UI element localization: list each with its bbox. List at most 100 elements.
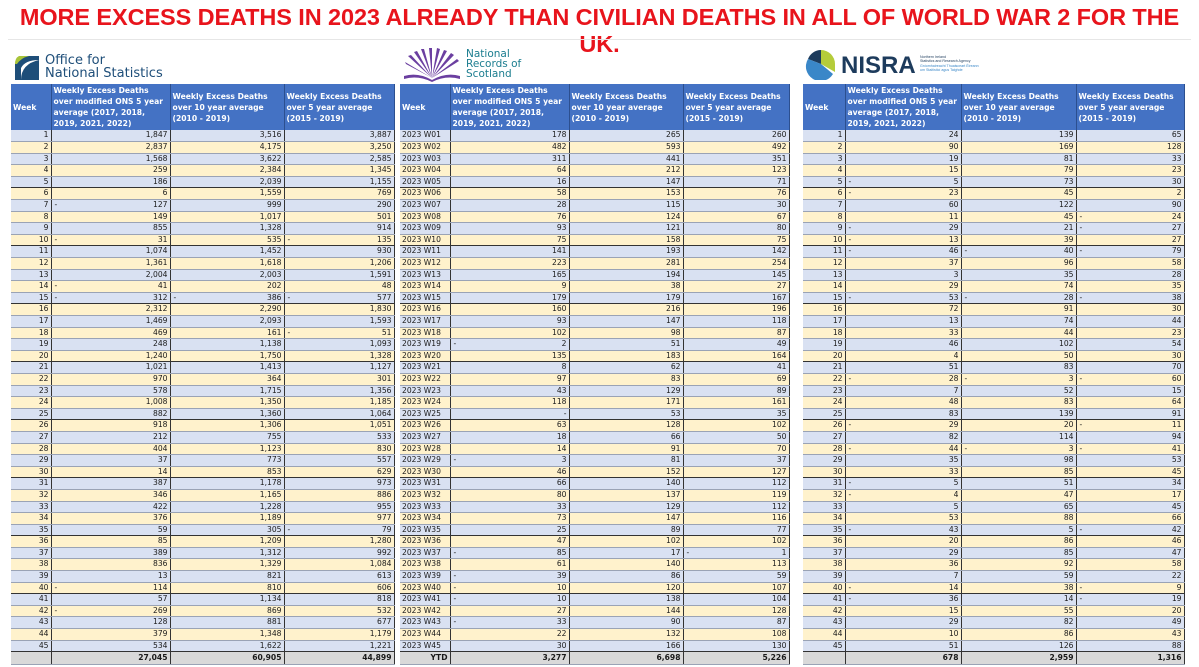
cell-modified-ons: 15: [845, 164, 962, 177]
cell-5yr: 64: [1076, 396, 1185, 409]
cell-modified-ons: 149: [51, 211, 171, 224]
cell-5yr: 886: [284, 489, 395, 502]
cell-5yr: 577: [284, 292, 395, 305]
cell-week: 39: [11, 570, 52, 583]
cell-modified-ons: 970: [51, 373, 171, 386]
table-row: 29 37 773 557: [11, 454, 395, 467]
cell-10yr: 147: [569, 176, 684, 189]
cell-week: 2023 W40: [400, 582, 451, 595]
cell-week: 2023 W27: [400, 431, 451, 444]
cell-modified-ons: 29: [845, 222, 962, 235]
table-row: 2023 W34 73 147 116: [400, 512, 790, 525]
cell-10yr: 88: [961, 512, 1077, 525]
table-row: 2023 W43339087: [400, 616, 790, 630]
cell-modified-ons: 60: [845, 199, 962, 212]
cell-10yr: 3: [961, 373, 1077, 386]
cell-modified-ons: 14: [845, 582, 962, 595]
cell-5yr: 45: [1076, 466, 1185, 479]
cell-5yr: 1,221: [284, 640, 395, 653]
cell-5yr: 533: [284, 431, 395, 444]
nrs-logo-line1: National: [466, 48, 510, 60]
cell-modified-ons: 248: [51, 338, 171, 351]
cell-5yr: 102: [683, 535, 790, 548]
cell-week: 2023 W02: [400, 141, 451, 154]
cell-week: 2023 W05: [400, 176, 451, 189]
cell-5yr: 164: [683, 350, 790, 363]
cell-10yr: 74: [961, 280, 1077, 293]
cell-week: 2023 W45: [400, 640, 451, 653]
cell-week: 2023 W13: [400, 269, 451, 282]
cell-week: 2023 W39: [400, 570, 451, 583]
cell-modified-ons: 160: [450, 303, 570, 316]
cell-week: 42: [11, 605, 52, 618]
table-row: 2023 W04 64 212 123: [400, 164, 790, 177]
col-header-10yr: Weekly Excess Deaths over 10 year averag…: [170, 84, 285, 130]
table-row: 2023 W35 25 89 77: [400, 524, 790, 537]
table-row: 2023 W25-53 35: [400, 408, 790, 421]
cell-5yr: 492: [683, 141, 790, 154]
cell-5yr: 930: [284, 245, 395, 259]
cell-10yr: 79: [961, 164, 1077, 177]
table-row: 41 57 1,134 818: [11, 593, 395, 606]
cell-modified-ons: 2,837: [51, 141, 171, 154]
table-row: 20 4 50 30: [803, 350, 1185, 363]
cell-5yr: 1,185: [284, 396, 395, 409]
cell-5yr: 76: [683, 187, 790, 201]
cell-week: 26: [11, 419, 52, 432]
cell-modified-ons: 311: [450, 153, 570, 166]
table-row: 557330: [803, 176, 1185, 189]
cell-5yr: 67: [683, 211, 790, 224]
cell-modified-ons: 19: [845, 153, 962, 166]
cell-week: 16: [803, 303, 846, 316]
table-row: 19 46 102 54: [803, 338, 1185, 351]
cell-modified-ons: 5: [845, 477, 962, 490]
cell-week: 15: [803, 292, 846, 305]
cell-10yr: 2,290: [170, 303, 285, 316]
cell-10yr: 1,178: [170, 477, 285, 490]
table-row: 2023 W15 179 179 167: [400, 292, 790, 305]
cell-10yr: 96: [961, 257, 1077, 270]
cell-5yr: 51: [284, 327, 395, 340]
table-row: 37 29 85 47: [803, 547, 1185, 560]
table-row: 6 6 1,559 769: [11, 187, 395, 201]
cell-modified-ons: 114: [51, 582, 171, 595]
cell-5yr: 128: [1076, 141, 1185, 154]
cell-modified-ons: 93: [450, 222, 570, 235]
col-header-5yr: Weekly Excess Deaths over 5 year average…: [284, 84, 395, 130]
table-row: 24 48 83 64: [803, 396, 1185, 409]
cell-10yr: 2,384: [170, 164, 285, 177]
cell-10yr: 51: [569, 338, 684, 351]
cell-modified-ons: 128: [51, 616, 171, 630]
table-row: 18 33 44 23: [803, 327, 1185, 340]
cell-5yr: 66: [1076, 512, 1185, 525]
cell-modified-ons: 16: [450, 176, 570, 189]
cell-10yr: 3,622: [170, 153, 285, 166]
cell-modified-ons: 178: [450, 130, 570, 143]
cell-modified-ons: 212: [51, 431, 171, 444]
table-row: 26 918 1,306 1,051: [11, 419, 395, 432]
cell-10yr: 44: [961, 327, 1077, 340]
cell-week: 2023 W14: [400, 280, 451, 293]
table-row: 12 37 96 58: [803, 257, 1185, 270]
cell-modified-ons: 31: [51, 234, 171, 247]
table-row: 2023 W39398659: [400, 570, 790, 583]
cell-10yr: 86: [569, 570, 684, 583]
cell-week: 2023 W24: [400, 396, 451, 409]
cell-week: 19: [11, 338, 52, 351]
cell-5yr: 1,206: [284, 257, 395, 270]
table-row: 15532838: [803, 292, 1185, 305]
table-row: 9292127: [803, 222, 1185, 235]
nisra-logo-icon: [805, 50, 835, 80]
cell-modified-ons: 29: [845, 280, 962, 293]
nrs-logo-line3: Scotland: [466, 68, 512, 80]
cell-modified-ons: 186: [51, 176, 171, 189]
cell-modified-ons: 269: [51, 605, 171, 618]
cell-10yr: 535: [170, 234, 285, 247]
nisra-panel: NISRA Northern Ireland Statistics and Re…: [803, 46, 1185, 666]
cell-modified-ons: 61: [450, 558, 570, 572]
cell-5yr: 19: [1076, 593, 1185, 606]
table-row: 2023 W22 97 83 69: [400, 373, 790, 386]
cell-week: 5: [803, 176, 846, 189]
table-row: 15312386577: [11, 292, 395, 305]
cell-week: 43: [11, 616, 52, 630]
